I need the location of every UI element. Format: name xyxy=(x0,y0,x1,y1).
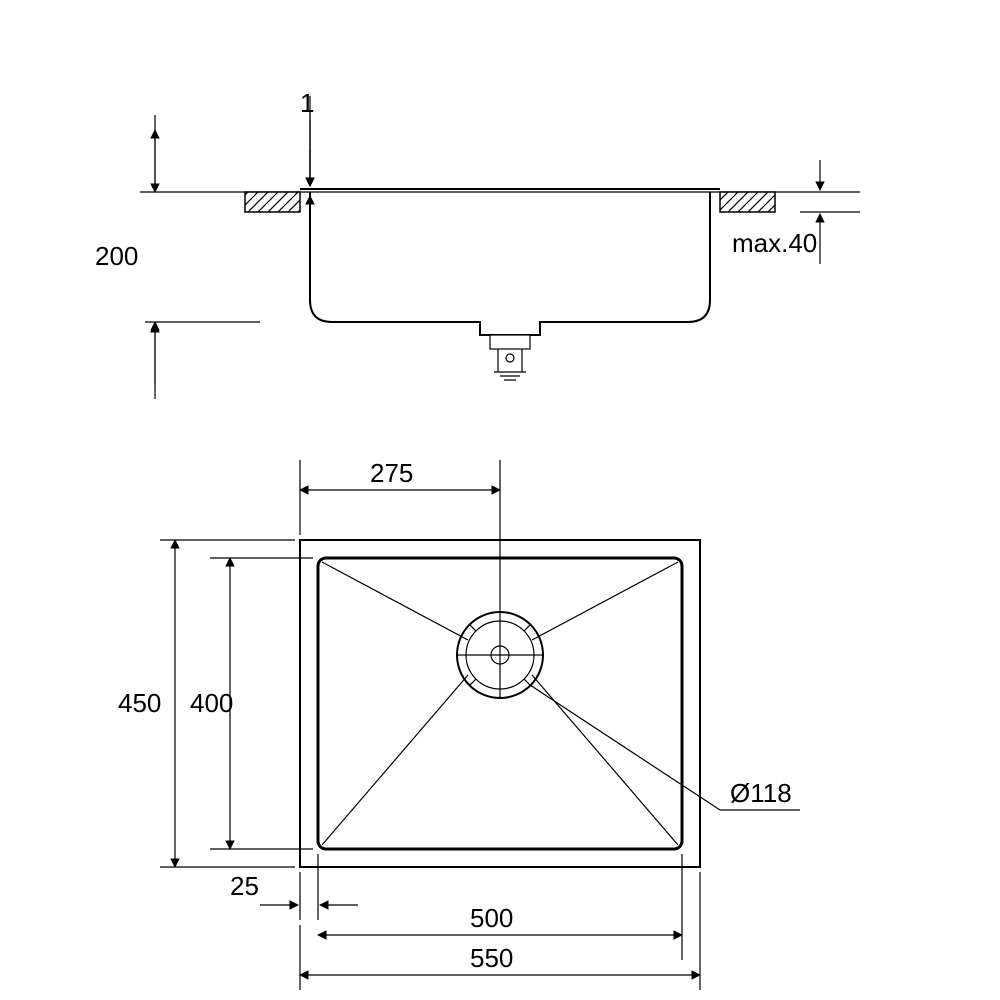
dim-depth: 200 xyxy=(95,241,138,271)
dim-drain-x: 275 xyxy=(370,458,413,488)
dim-inner-h: 400 xyxy=(190,688,233,718)
dim-inner-w: 500 xyxy=(470,903,513,933)
dim-rim: 25 xyxy=(230,871,259,901)
sink-technical-drawing: 200 1 max.40 xyxy=(0,0,1000,1000)
side-view: 200 1 max.40 xyxy=(95,88,860,399)
dim-lip: 1 xyxy=(300,88,314,118)
dim-outer-h: 450 xyxy=(118,688,161,718)
dim-outer-w: 550 xyxy=(470,943,513,973)
top-view: 275 25 500 550 Ø118 400 450 xyxy=(118,458,800,990)
dim-drain-d: Ø118 xyxy=(730,778,792,808)
dim-counter: max.40 xyxy=(732,228,817,258)
